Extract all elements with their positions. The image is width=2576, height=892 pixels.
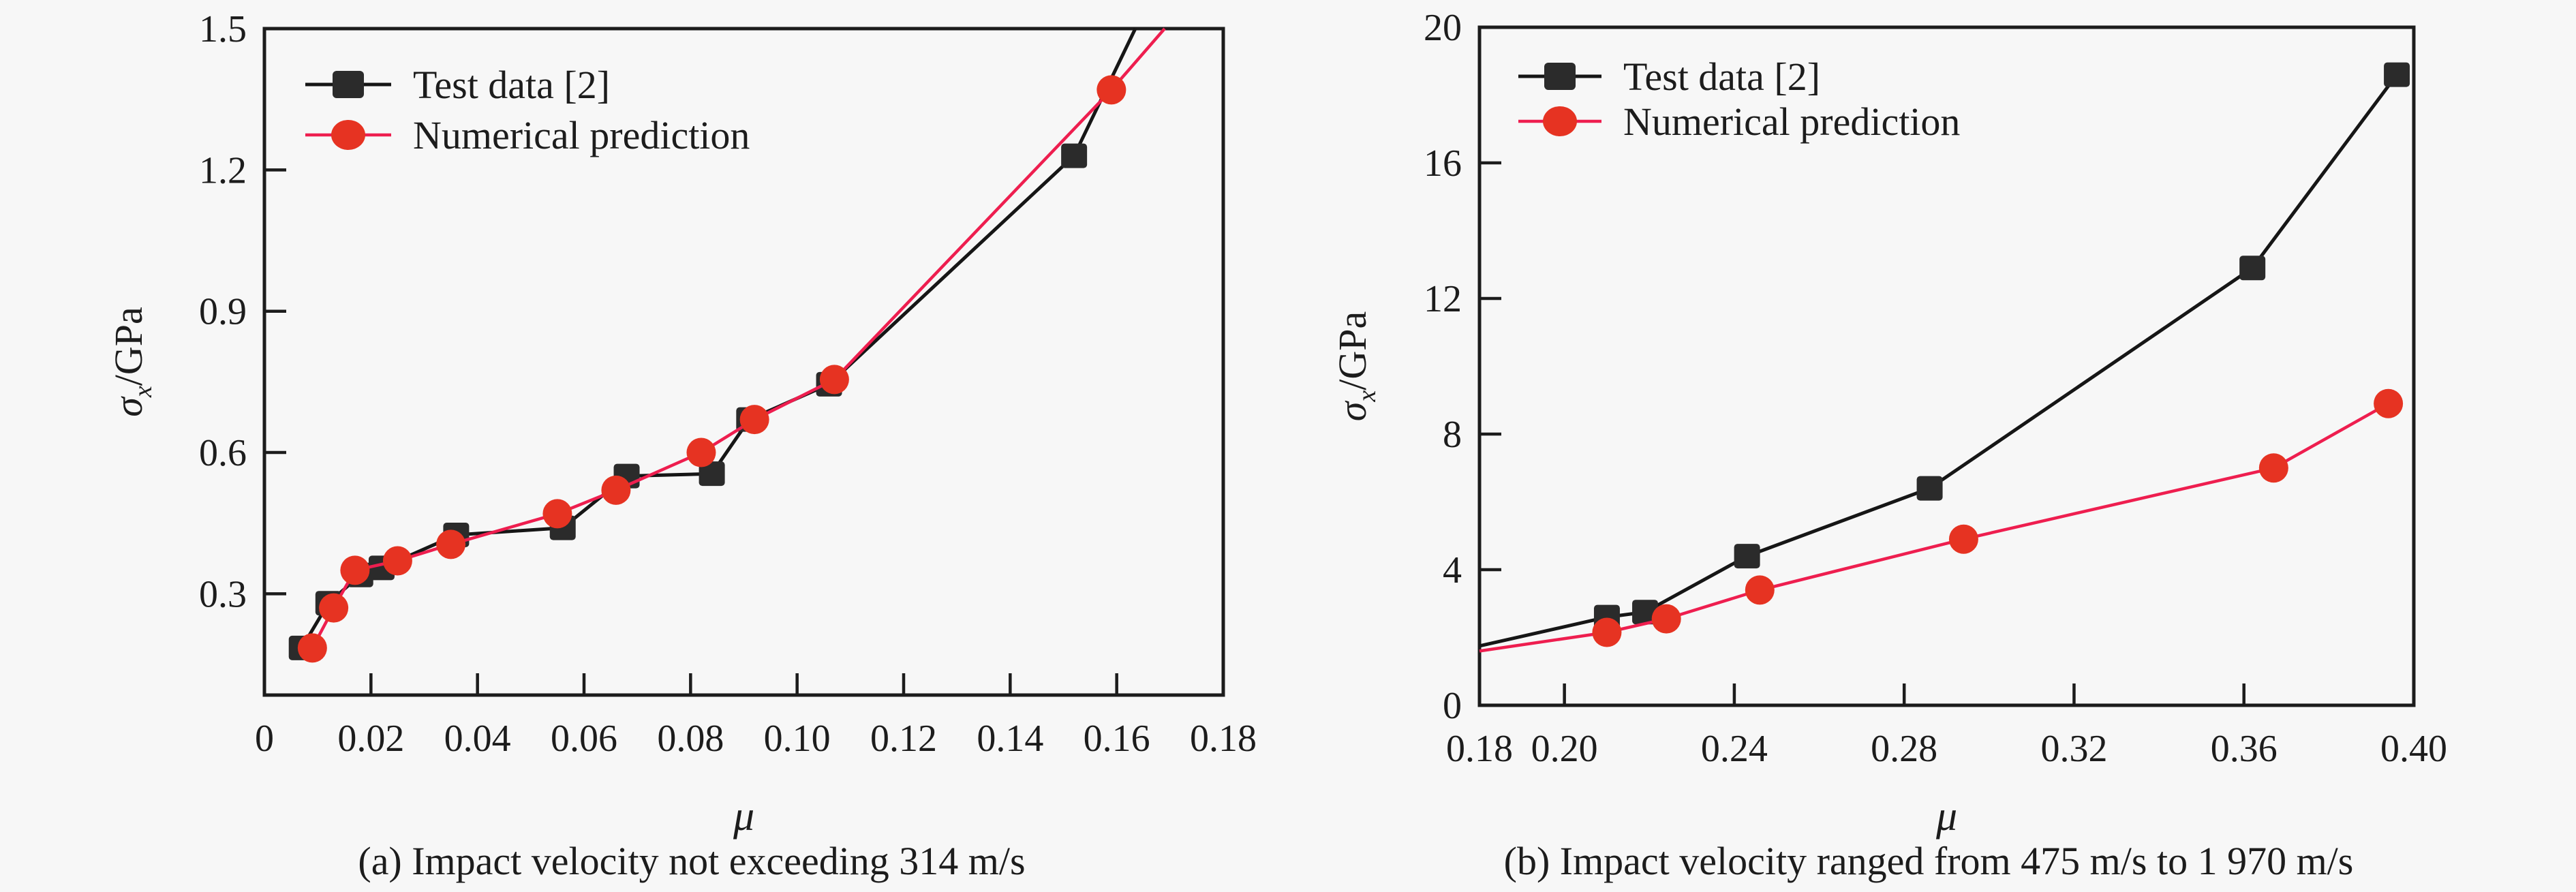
plot-border bbox=[1477, 25, 2416, 707]
marker-circle bbox=[819, 365, 849, 395]
y-tick-label: 0.6 bbox=[199, 432, 247, 474]
x-tick-label: 0.08 bbox=[657, 718, 724, 760]
chart-a: 0 0.02 0.04 0.06 0.08 0.10 0.12 0.14 0.16 0.18 0.3… bbox=[106, 8, 1257, 840]
legend-label: Test data [2] bbox=[413, 63, 610, 107]
series-line-test-data bbox=[1479, 74, 2399, 648]
x-tick-label: 0.40 bbox=[2380, 728, 2447, 770]
x-tick-label: 0.18 bbox=[1190, 718, 1257, 760]
marker-circle bbox=[436, 529, 466, 559]
marker-circle bbox=[297, 633, 327, 663]
x-tick-label: 0.18 bbox=[1446, 728, 1513, 770]
legend-marker-circle bbox=[1543, 106, 1577, 136]
x-tick-label: 0.24 bbox=[1701, 728, 1768, 770]
x-tick-label: 0.20 bbox=[1531, 728, 1598, 770]
legend-label: Test data [2] bbox=[1623, 55, 1820, 99]
legend-label: Numerical prediction bbox=[413, 113, 750, 157]
y-tick-label: 0 bbox=[1443, 685, 1462, 727]
y-tick-label: 0.3 bbox=[199, 573, 247, 615]
marker-circle bbox=[686, 437, 716, 467]
y-tick-label: 8 bbox=[1443, 414, 1462, 456]
marker-square bbox=[2239, 256, 2266, 281]
plot-border bbox=[262, 27, 1225, 697]
y-tick-label: 20 bbox=[1424, 7, 1462, 49]
y-axis-title: σx/GPa bbox=[106, 307, 157, 416]
y-tick-label: 4 bbox=[1443, 549, 1462, 591]
y-tick-label: 12 bbox=[1424, 278, 1462, 320]
legend: Test data [2]Numerical prediction bbox=[1518, 55, 1960, 144]
marker-square bbox=[1061, 143, 1088, 168]
legend: Test data [2] Numerical prediction bbox=[305, 63, 750, 157]
marker-circle bbox=[1592, 617, 1622, 647]
y-tick-label: 0.9 bbox=[199, 291, 247, 333]
marker-circle bbox=[739, 405, 769, 435]
y-tick-label: 16 bbox=[1424, 142, 1462, 185]
caption-chart-b: (b) Impact velocity ranged from 475 m/s … bbox=[1503, 839, 2354, 883]
marker-square bbox=[699, 461, 725, 487]
x-tick-label: 0.36 bbox=[2211, 728, 2278, 770]
x-tick-label: 0.14 bbox=[977, 718, 1043, 760]
marker-circle bbox=[340, 555, 370, 585]
x-tick-label: 0.28 bbox=[1871, 728, 1937, 770]
marker-circle bbox=[1745, 575, 1775, 605]
marker-circle bbox=[382, 546, 412, 576]
caption-chart-a: (a) Impact velocity not exceeding 314 m/… bbox=[358, 839, 1026, 883]
marker-square bbox=[2384, 62, 2410, 87]
y-tick-label: 1.5 bbox=[199, 8, 247, 50]
marker-circle bbox=[1651, 604, 1681, 634]
x-tick-label: 0.16 bbox=[1084, 718, 1150, 760]
x-tick-label: 0.32 bbox=[2040, 728, 2107, 770]
x-axis-title: μ bbox=[733, 793, 754, 840]
legend-label: Numerical prediction bbox=[1623, 99, 1960, 144]
marker-circle bbox=[1097, 75, 1126, 105]
y-tick-label: 1.2 bbox=[199, 149, 247, 191]
legend-marker-square bbox=[1544, 63, 1576, 90]
marker-circle bbox=[2258, 453, 2288, 483]
legend-marker-circle bbox=[331, 120, 365, 150]
marker-circle bbox=[542, 499, 572, 529]
x-tick-label: 0.12 bbox=[870, 718, 937, 760]
marker-circle bbox=[2374, 388, 2404, 418]
marker-circle bbox=[1948, 524, 1978, 554]
y-axis-title: σx/GPa bbox=[1330, 311, 1381, 421]
x-tick-label: 0.02 bbox=[337, 718, 404, 760]
chart-b: 0.18 0.20 0.24 0.28 0.32 0.36 0.40 0 4 8 12 16 20 Tes… bbox=[1330, 7, 2447, 840]
x-axis-title: μ bbox=[1935, 793, 1957, 840]
x-tick-label: 0.06 bbox=[551, 718, 617, 760]
x-tick-label: 0.04 bbox=[444, 718, 511, 760]
x-tick-label: 0.10 bbox=[764, 718, 831, 760]
x-tick-label: 0 bbox=[255, 718, 274, 760]
legend-marker-square bbox=[333, 71, 364, 98]
marker-square bbox=[1632, 600, 1659, 625]
marker-square bbox=[1916, 476, 1943, 501]
marker-circle bbox=[601, 475, 631, 505]
marker-square bbox=[1734, 544, 1760, 569]
marker-circle bbox=[319, 593, 349, 623]
